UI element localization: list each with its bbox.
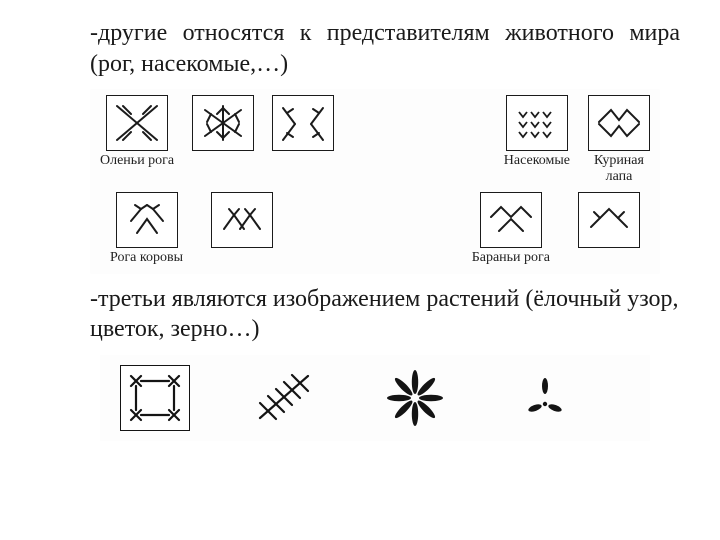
caption-deer-antlers: Оленьи рога	[100, 153, 174, 168]
cell-ram-horns-2	[578, 192, 640, 248]
symbol-flower	[380, 365, 450, 431]
caption-ram-horns: Бараньи рога	[472, 250, 550, 265]
caption-chicken-foot: Куриная лапа	[594, 153, 644, 184]
cell-deer-antlers-3	[272, 95, 334, 151]
symbol-cow-horns-2	[211, 192, 273, 248]
cell-cow-horns-1: Рога коровы	[110, 192, 183, 265]
symbol-ram-horns-2	[578, 192, 640, 248]
symbol-grain	[510, 365, 580, 431]
symbol-deer-antlers-2	[192, 95, 254, 151]
cell-insects: Насекомые	[504, 95, 570, 168]
cell-cow-horns-2	[211, 192, 273, 248]
slide-page: -другие относятся к представителям живот…	[0, 0, 720, 540]
caption-cow-horns: Рога коровы	[110, 250, 183, 265]
cell-deer-antlers-2	[192, 95, 254, 151]
cell-chicken-foot: Куриная лапа	[588, 95, 650, 184]
cell-deer-antlers-1: Оленьи рога	[100, 95, 174, 168]
symbol-insects	[506, 95, 568, 151]
symbol-ram-horns-1	[480, 192, 542, 248]
symbol-fir-grid	[120, 365, 190, 431]
paragraph-2: -третьи являются изображением растений (…	[40, 284, 680, 345]
row-top: Оленьи рога	[90, 89, 660, 186]
cell-ram-horns-1: Бараньи рога	[472, 192, 550, 265]
symbol-deer-antlers-1	[106, 95, 168, 151]
caption-insects: Насекомые	[504, 153, 570, 168]
symbol-fir-branch	[250, 365, 320, 431]
row-bottom: Рога коровы	[90, 186, 660, 273]
figure-plant-ornaments	[100, 355, 650, 441]
paragraph-1: -другие относятся к представителям живот…	[40, 18, 680, 79]
symbol-cow-horns-1	[116, 192, 178, 248]
symbol-chicken-foot	[588, 95, 650, 151]
symbol-deer-antlers-3	[272, 95, 334, 151]
figure-animal-ornaments: Оленьи рога	[90, 89, 660, 273]
